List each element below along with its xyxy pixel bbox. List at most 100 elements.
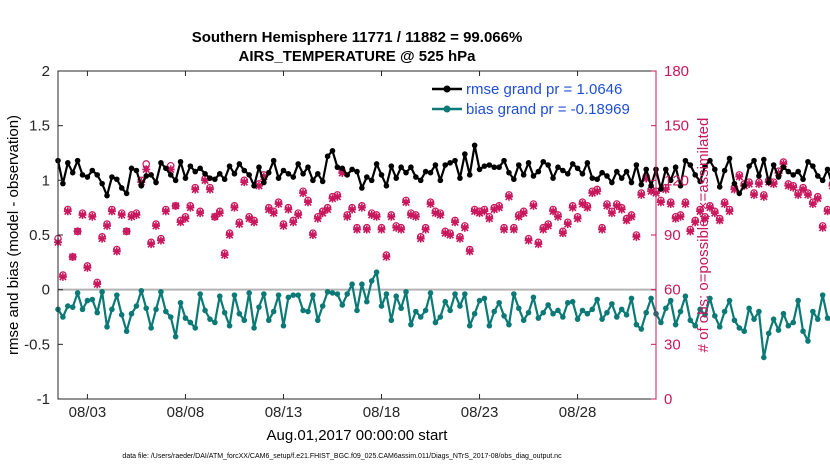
obs-assimilated-point	[338, 169, 347, 178]
rmse-point	[329, 148, 336, 154]
bias-point	[226, 322, 233, 329]
rmse-point	[628, 179, 635, 186]
y-right-tick-label: 90	[664, 227, 681, 244]
x-tick-label: 08/18	[363, 404, 401, 421]
rmse-point	[775, 174, 782, 180]
rmse-point	[466, 172, 473, 178]
bias-point	[187, 319, 194, 326]
rmse-point	[731, 180, 738, 187]
bias-point	[300, 307, 306, 314]
bias-point	[672, 321, 679, 328]
obs-assimilated-point	[416, 234, 425, 243]
bias-point	[447, 307, 453, 314]
rmse-point	[251, 183, 257, 189]
y-tick-label: 1.5	[29, 118, 50, 135]
rmse-point	[99, 180, 105, 187]
bias-point	[731, 317, 738, 324]
rmse-point	[216, 170, 223, 177]
rmse-point	[486, 162, 493, 168]
rmse-point	[84, 174, 91, 180]
rmse-point	[707, 157, 713, 164]
bias-point	[216, 293, 223, 300]
rmse-point	[349, 166, 355, 173]
rmse-point	[212, 176, 218, 183]
bias-point	[648, 295, 654, 302]
obs-assimilated-point	[451, 218, 460, 227]
y-tick-label: 0.5	[29, 227, 50, 244]
rmse-point	[79, 172, 86, 178]
obs-assimilated-point	[730, 185, 739, 194]
obs-assimilated-point	[750, 190, 759, 199]
rmse-point	[285, 170, 292, 177]
rmse-point	[520, 172, 527, 178]
rmse-point	[814, 173, 821, 179]
bias-point	[437, 314, 444, 320]
obs-assimilated-point	[676, 212, 685, 221]
rmse-point	[241, 167, 248, 174]
bias-point	[295, 292, 301, 298]
bias-point	[158, 289, 164, 295]
rmse-point	[123, 190, 130, 197]
obs-assimilated-point	[171, 201, 180, 210]
rmse-point	[408, 164, 414, 171]
obs-assimilated-point	[602, 201, 611, 210]
rmse-point	[187, 163, 194, 169]
bias-point	[712, 313, 718, 319]
obs-assimilated-point	[480, 207, 489, 216]
obs-assimilated-point	[142, 165, 151, 174]
rmse-point	[599, 169, 605, 176]
y-right-tick-label: 60	[664, 282, 681, 299]
bias-point	[726, 297, 733, 304]
bias-point	[780, 310, 787, 317]
bias-point	[265, 317, 272, 324]
bias-point	[550, 310, 556, 317]
rmse-point	[569, 161, 576, 167]
bias-point	[104, 324, 110, 330]
rmse-point	[491, 164, 498, 171]
rmse-point	[94, 172, 101, 178]
rmse-point	[138, 183, 145, 189]
obs-assimilated-point	[372, 212, 381, 221]
rmse-point	[413, 174, 419, 180]
rmse-point	[231, 170, 238, 177]
rmse-point	[172, 177, 179, 184]
obs-assimilated-point	[715, 216, 724, 225]
obs-assimilated-point	[549, 207, 558, 216]
bias-point	[65, 303, 71, 309]
rmse-point	[197, 165, 203, 172]
rmse-point	[555, 164, 561, 171]
rmse-point	[663, 166, 669, 173]
bias-point	[609, 301, 615, 307]
obs-assimilated-point	[813, 194, 822, 203]
bias-point	[123, 328, 130, 335]
obs-assimilated-point	[323, 205, 332, 214]
obs-assimilated-point	[362, 225, 371, 234]
rmse-point	[667, 177, 674, 184]
bias-point	[241, 317, 248, 324]
legend-bias-label: bias grand pr = -0.18969	[466, 101, 630, 118]
obs-assimilated-point	[705, 203, 714, 212]
bias-point	[707, 295, 713, 302]
y-axis-label-right: # of obs: o=possible; ×=assimilated	[695, 118, 712, 353]
rmse-point	[550, 175, 556, 181]
bias-point	[118, 312, 125, 318]
bias-point	[785, 322, 792, 329]
obs-assimilated-point	[465, 247, 474, 256]
rmse-point	[756, 173, 762, 179]
rmse-point	[403, 169, 409, 176]
obs-assimilated-point	[681, 200, 690, 209]
rmse-point	[207, 175, 213, 181]
obs-assimilated-point	[367, 210, 376, 219]
bias-point	[540, 309, 547, 316]
bias-point	[163, 308, 169, 315]
obs-assimilated-point	[769, 179, 778, 188]
rmse-point	[721, 167, 728, 174]
bias-point	[319, 303, 326, 309]
obs-assimilated-point	[421, 225, 430, 234]
y-right-tick-label: 120	[664, 172, 689, 189]
obs-assimilated-point	[632, 232, 641, 241]
rmse-point	[511, 176, 517, 183]
bias-point	[138, 287, 145, 294]
bias-point	[261, 291, 267, 297]
obs-assimilated-point	[720, 200, 729, 209]
